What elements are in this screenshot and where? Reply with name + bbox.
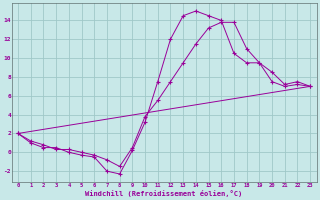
X-axis label: Windchill (Refroidissement éolien,°C): Windchill (Refroidissement éolien,°C) bbox=[85, 190, 243, 197]
